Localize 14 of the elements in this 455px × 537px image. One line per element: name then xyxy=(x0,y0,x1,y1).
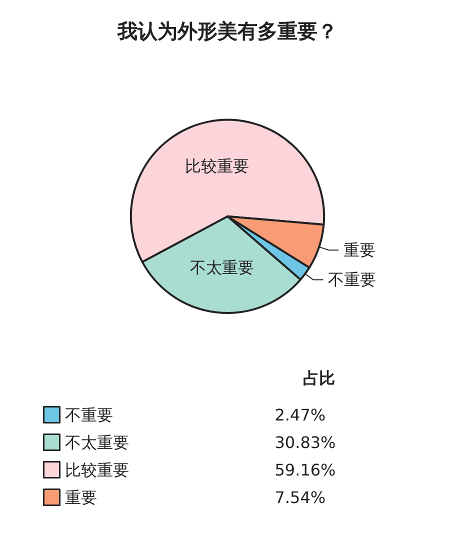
legend-label: 不重要 xyxy=(64,405,113,424)
slice-label: 比较重要 xyxy=(185,156,250,176)
slice-label: 重要 xyxy=(344,240,376,260)
data-label: 2.47% xyxy=(274,405,326,424)
data-label: 59.16% xyxy=(274,460,336,480)
chart-title: 我认为外形美有多重要？ xyxy=(116,19,338,43)
legend-label: 比较重要 xyxy=(64,460,129,480)
slice-label: 不太重要 xyxy=(190,258,254,277)
slice-label: 不重要 xyxy=(328,270,376,290)
data-label: 7.54% xyxy=(274,488,326,507)
legend-title: 占比 xyxy=(303,368,335,388)
data-label: 30.83% xyxy=(274,432,336,452)
legend-label: 重要 xyxy=(64,488,97,507)
legend-label: 不太重要 xyxy=(64,432,129,452)
